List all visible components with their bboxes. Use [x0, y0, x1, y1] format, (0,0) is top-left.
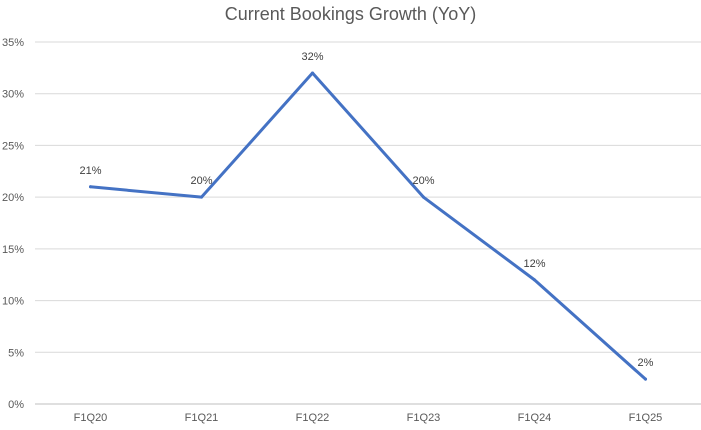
- y-tick-label: 35%: [2, 37, 24, 49]
- x-tick-label: F1Q21: [185, 412, 219, 424]
- data-label: 20%: [190, 175, 212, 187]
- x-tick-label: F1Q23: [407, 412, 441, 424]
- data-point: [200, 195, 203, 199]
- gridlines: [35, 41, 701, 405]
- x-axis-tick-labels: F1Q20 F1Q21 F1Q22 F1Q23 F1Q24 F1Q25: [74, 412, 663, 424]
- x-tick-label: F1Q20: [74, 412, 108, 424]
- y-tick-label: 15%: [2, 244, 24, 256]
- series-line: [89, 71, 647, 381]
- data-point: [644, 377, 647, 381]
- y-tick-label: 10%: [2, 296, 24, 308]
- y-tick-label: 0%: [8, 399, 24, 411]
- series-line-group: [89, 71, 647, 381]
- y-tick-label: 20%: [2, 192, 24, 204]
- data-label: 12%: [523, 258, 545, 270]
- data-point: [533, 278, 536, 282]
- y-axis-tick-labels: 0% 5% 10% 15% 20% 25% 30% 35%: [2, 37, 24, 411]
- data-point: [89, 185, 92, 189]
- y-tick-label: 25%: [2, 140, 24, 152]
- y-tick-label: 30%: [2, 89, 24, 101]
- y-tick-label: 5%: [8, 347, 24, 359]
- data-label: 20%: [412, 175, 434, 187]
- data-labels: 21% 20% 32% 20% 12% 2%: [79, 51, 653, 369]
- data-label: 2%: [638, 357, 654, 369]
- x-tick-label: F1Q25: [629, 412, 663, 424]
- data-point: [311, 71, 314, 75]
- x-tick-label: F1Q24: [518, 412, 552, 424]
- data-label: 21%: [79, 165, 101, 177]
- data-label: 32%: [301, 51, 323, 63]
- data-point: [422, 195, 425, 199]
- x-tick-label: F1Q22: [296, 412, 330, 424]
- chart-title: Current Bookings Growth (YoY): [224, 4, 477, 24]
